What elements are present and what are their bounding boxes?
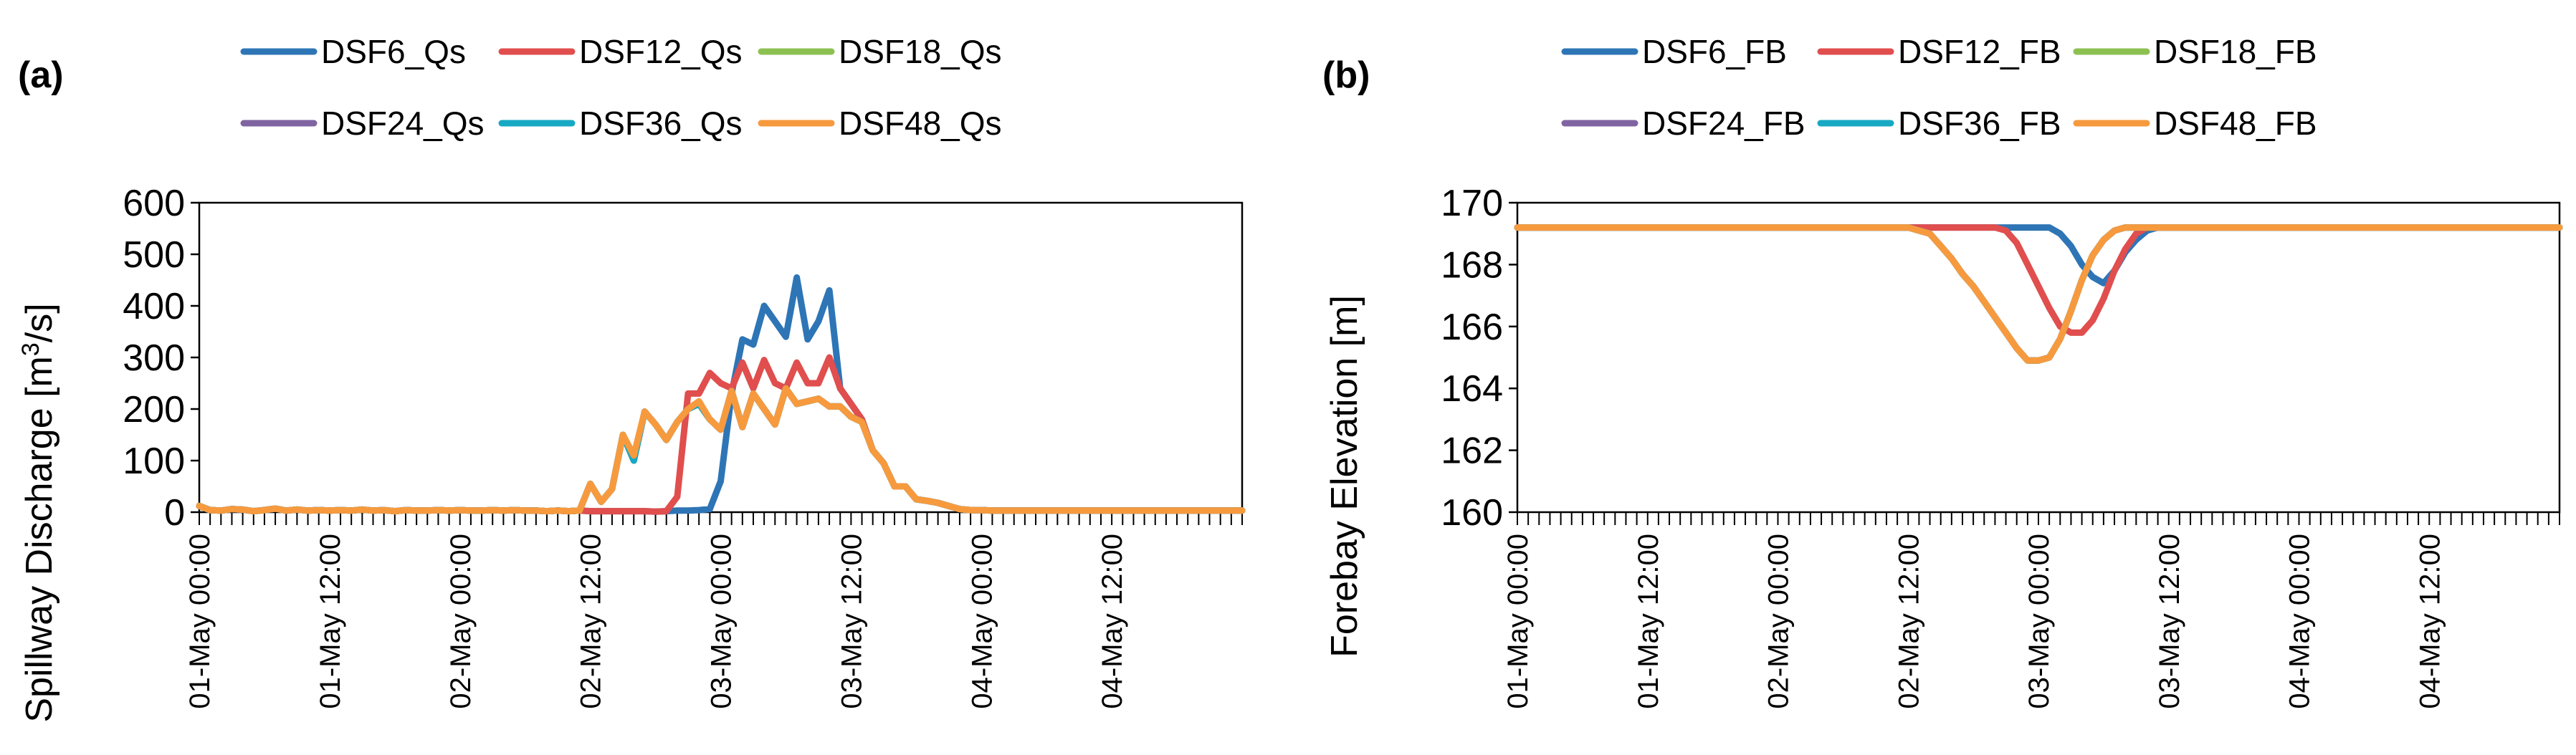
panel-b-y-axis-label: Forebay Elevation [m] [1324, 295, 1365, 658]
legend-entry-dsf6-qs: DSF6_Qs [240, 33, 466, 70]
series-line-dsf18-qs [196, 385, 1246, 515]
panel-b-label: (b) [1322, 54, 1370, 96]
legend-label: DSF36_FB [1898, 105, 2061, 142]
panel-a-y-tick-label: 400 [123, 286, 185, 327]
panel-a-x-tick-labels: 01-May 00:00 01-May 12:00 02-May 00:00 02-M… [184, 534, 1128, 709]
panel-a-series [196, 274, 1246, 515]
panel-a-x-tick-label: 02-May 12:00 [576, 534, 607, 709]
legend-entry-dsf36-qs: DSF36_Qs [498, 105, 743, 142]
panel-b-y-tick-label: 160 [1441, 492, 1503, 534]
series-line-dsf48-qs [196, 385, 1246, 515]
panel-b-forebay-elevation: (b) DSF6_FB DSF12_FB DSF18_FB DSF24_FB DSF36… [1322, 33, 2563, 709]
legend-entry-dsf6-fb: DSF6_FB [1561, 33, 1787, 70]
series-line-dsf24-qs [196, 385, 1246, 515]
panel-a-x-tick-label: 01-May 12:00 [315, 534, 346, 709]
panel-a-y-tick-label: 600 [123, 183, 185, 224]
legend-entry-dsf18-qs: DSF18_Qs [758, 33, 1002, 70]
panel-b-x-tick-label: 01-May 12:00 [1633, 534, 1664, 709]
legend-label: DSF18_FB [2154, 33, 2317, 70]
legend-entry-dsf48-fb: DSF48_FB [2073, 105, 2317, 142]
panel-b-x-tick-label: 01-May 00:00 [1502, 534, 1534, 709]
panel-a-x-tick-label: 03-May 12:00 [836, 534, 867, 709]
legend-label: DSF36_Qs [579, 105, 743, 142]
panel-b-x-tick-label: 03-May 00:00 [2023, 534, 2055, 709]
panel-a-axes [191, 201, 1244, 525]
legend-label: DSF24_FB [1642, 105, 1805, 142]
panel-a-y-axis-label: Spillway Discharge [m3/s] [17, 303, 60, 722]
legend-entry-dsf36-fb: DSF36_FB [1817, 105, 2061, 142]
legend-label: DSF12_FB [1898, 33, 2061, 70]
series-line-dsf36-fb [1514, 224, 2563, 364]
panel-a-label: (a) [18, 54, 64, 96]
legend-label: DSF48_FB [2154, 105, 2317, 142]
panel-a-y-tick-label: 300 [123, 337, 185, 379]
panel-a-y-tick-label: 500 [123, 234, 185, 276]
panel-a-y-tick-label: 100 [123, 441, 185, 482]
panel-b-y-tick-label: 162 [1441, 431, 1503, 472]
panel-b-y-tick-label: 168 [1441, 244, 1503, 286]
panel-a-spillway-discharge: (a) DSF6_Qs DSF12_Qs DSF18_Qs DSF24_Qs DSF36… [17, 33, 1246, 723]
legend-entry-dsf24-qs: DSF24_Qs [240, 105, 485, 142]
panel-a-y-tick-labels: 0 100 200 300 400 500 600 [123, 183, 185, 534]
legend-entry-dsf12-qs: DSF12_Qs [498, 33, 743, 70]
panel-a-x-tick-label: 01-May 00:00 [184, 534, 216, 709]
panel-b-axes [1509, 201, 2561, 525]
panel-a-x-tick-label: 04-May 12:00 [1097, 534, 1128, 709]
legend-entry-dsf12-fb: DSF12_FB [1817, 33, 2061, 70]
panel-b-legend: DSF6_FB DSF12_FB DSF18_FB DSF24_FB DSF36_FB D… [1561, 33, 2317, 142]
series-line-dsf6-fb [1514, 224, 2563, 287]
legend-label: DSF12_Qs [579, 33, 743, 70]
panel-a-x-tick-label: 03-May 00:00 [706, 534, 738, 709]
panel-a-x-tick-label: 02-May 00:00 [445, 534, 477, 709]
legend-label: DSF18_Qs [839, 33, 1002, 70]
panel-b-x-tick-label: 02-May 12:00 [1893, 534, 1924, 709]
series-line-dsf18-fb [1514, 224, 2563, 364]
panel-b-y-tick-label: 164 [1441, 368, 1503, 410]
panel-a-y-tick-label: 0 [164, 492, 185, 534]
panel-a-legend: DSF6_Qs DSF12_Qs DSF18_Qs DSF24_Qs DSF36_Qs D… [240, 33, 1002, 142]
series-line-dsf36-qs [196, 385, 1246, 515]
legend-entry-dsf18-fb: DSF18_FB [2073, 33, 2317, 70]
panel-b-x-tick-label: 03-May 12:00 [2154, 534, 2185, 709]
legend-entry-dsf48-qs: DSF48_Qs [758, 105, 1002, 142]
panel-b-x-tick-label: 04-May 12:00 [2414, 534, 2446, 709]
legend-label: DSF48_Qs [839, 105, 1002, 142]
panel-b-x-tick-labels: 01-May 00:00 01-May 12:00 02-May 00:00 02-M… [1502, 534, 2446, 709]
series-line-dsf24-fb [1514, 224, 2563, 364]
series-line-dsf6-qs [196, 274, 1246, 515]
panel-b-y-tick-label: 166 [1441, 307, 1503, 348]
legend-label: DSF6_Qs [321, 33, 466, 70]
legend-label: DSF6_FB [1642, 33, 1787, 70]
panel-b-y-tick-labels: 160 162 164 166 168 170 [1441, 183, 1503, 534]
panel-b-y-tick-label: 170 [1441, 183, 1503, 224]
series-line-dsf12-fb [1514, 224, 2563, 336]
legend-label: DSF24_Qs [321, 105, 485, 142]
panel-a-x-tick-label: 04-May 00:00 [966, 534, 998, 709]
panel-a-y-tick-label: 200 [123, 389, 185, 431]
panel-b-series [1514, 224, 2563, 364]
series-line-dsf48-fb [1514, 224, 2563, 364]
panel-b-x-tick-label: 02-May 00:00 [1763, 534, 1795, 709]
panel-b-x-tick-label: 04-May 00:00 [2284, 534, 2316, 709]
legend-entry-dsf24-fb: DSF24_FB [1561, 105, 1805, 142]
